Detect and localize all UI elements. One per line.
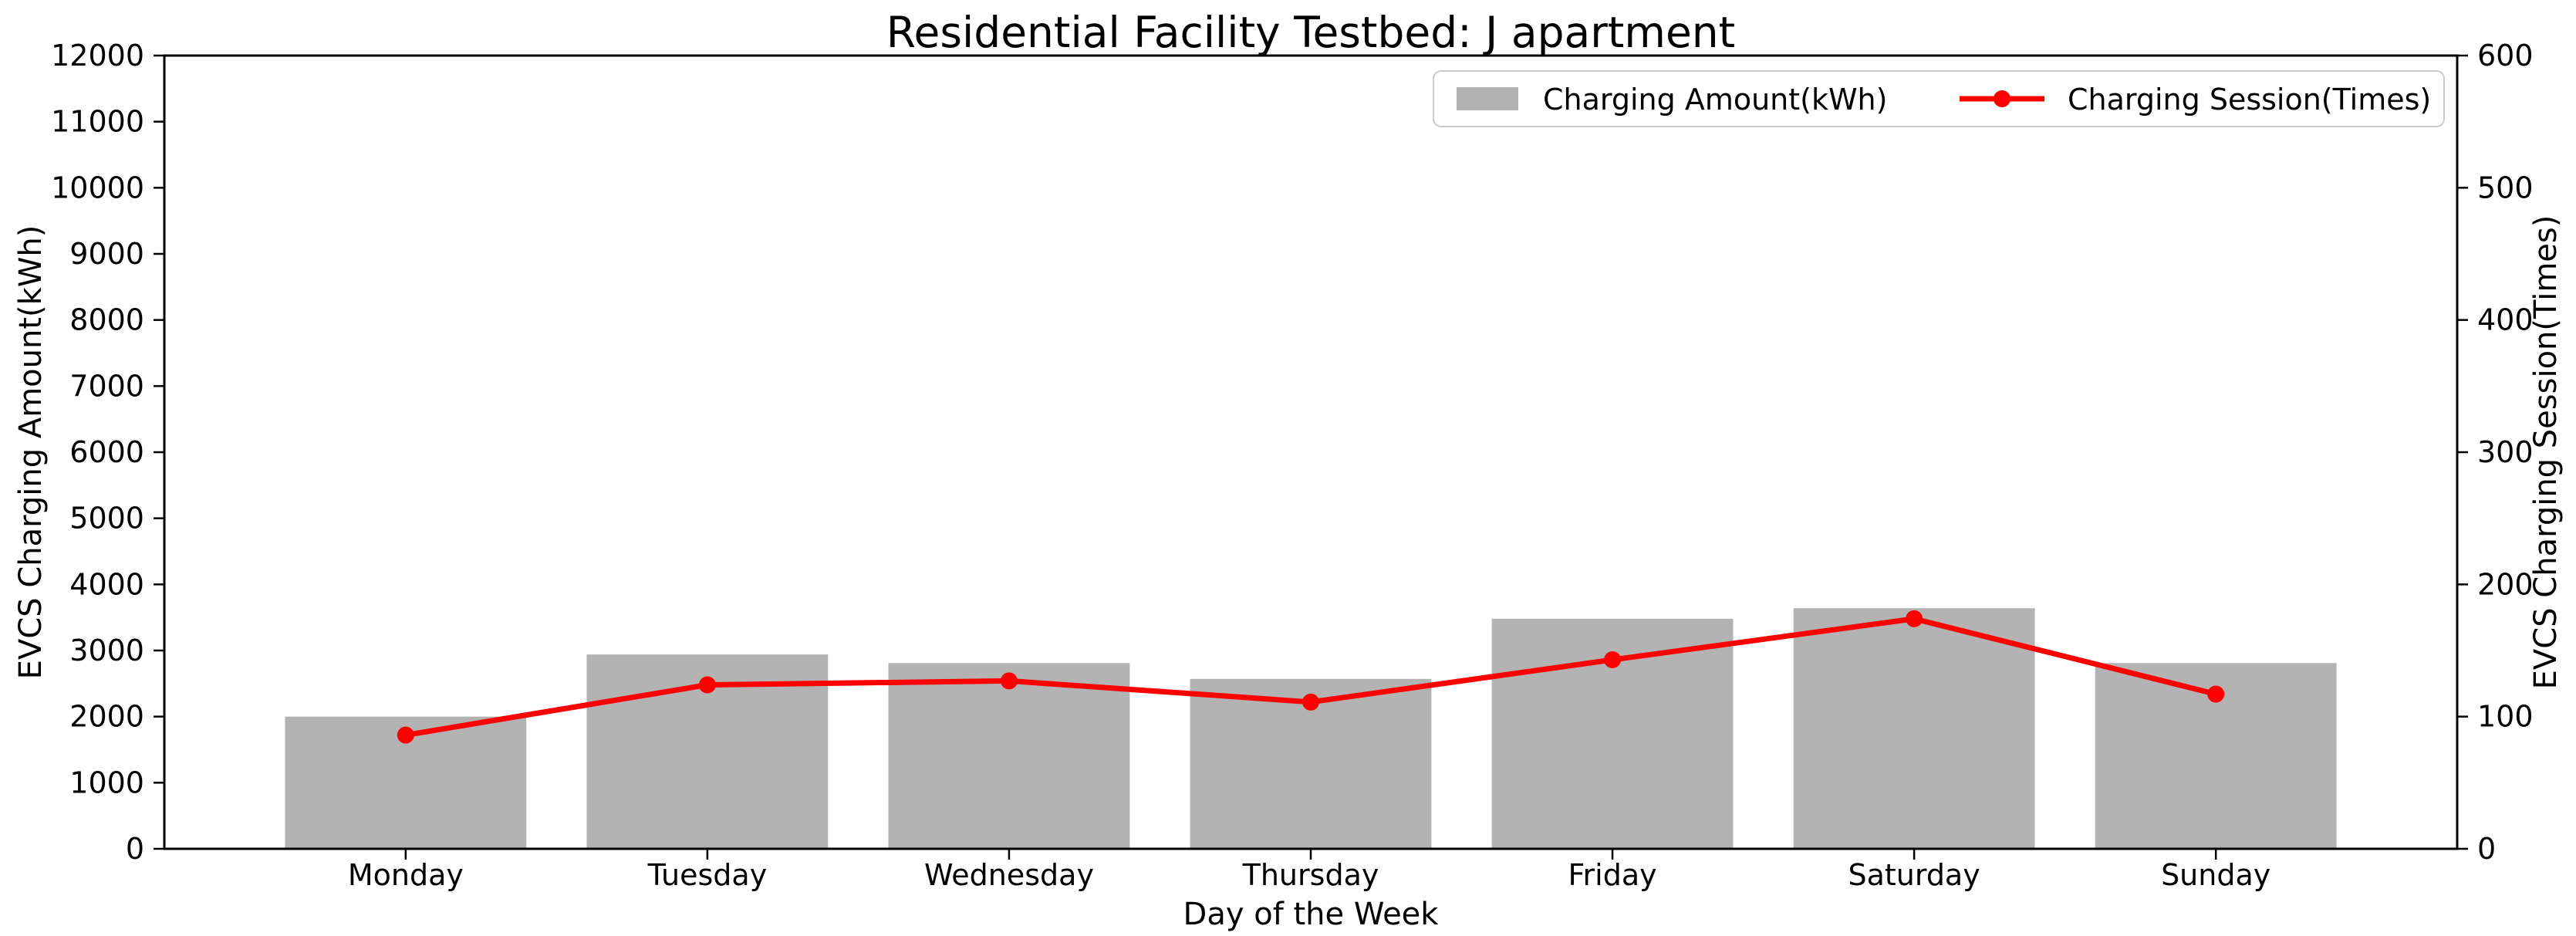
y-right-tick-label-0: 0 (2477, 832, 2496, 866)
y-left-tick-label-11000: 11000 (51, 105, 144, 139)
x-tick-label-monday: Monday (348, 858, 464, 892)
y-left-tick-label-5000: 5000 (69, 502, 144, 536)
legend: Charging Amount(kWh) Charging Session(Tim… (1433, 70, 2445, 127)
point-monday (397, 726, 414, 744)
y-left-tick-label-1000: 1000 (69, 765, 144, 799)
y-axis-right: 0 100 200 300 400 500 600 (2457, 39, 2534, 866)
y-right-tick-label-600: 600 (2477, 39, 2534, 73)
y-right-tick-label-300: 300 (2477, 435, 2534, 469)
point-friday (1604, 650, 1622, 668)
x-tick-label-thursday: Thursday (1242, 858, 1379, 892)
x-tick-label-tuesday: Tuesday (647, 858, 768, 892)
x-axis-label: Day of the Week (1183, 897, 1440, 932)
x-tick-label-friday: Friday (1568, 858, 1656, 892)
point-thursday (1302, 693, 1319, 711)
legend-label-charging-amount: Charging Amount(kWh) (1543, 83, 1887, 117)
y-left-tick-label-7000: 7000 (69, 369, 144, 403)
point-saturday (1906, 610, 1923, 627)
y-left-tick-label-4000: 4000 (69, 567, 144, 601)
point-sunday (2207, 685, 2225, 703)
point-tuesday (698, 676, 716, 694)
point-wednesday (1000, 672, 1018, 690)
legend-box (1433, 70, 2445, 127)
legend-marker-charging-session (1994, 90, 2010, 107)
y-right-tick-label-500: 500 (2477, 171, 2534, 204)
bar-wednesday (888, 663, 1130, 849)
x-tick-label-saturday: Saturday (1848, 858, 1980, 892)
y-right-tick-label-400: 400 (2477, 303, 2534, 337)
chart-title: Residential Facility Testbed: J apartmen… (886, 8, 1735, 57)
y-left-tick-label-9000: 9000 (69, 237, 144, 271)
x-axis: Monday Tuesday Wednesday Thursday Friday Satu… (348, 849, 2270, 892)
y-right-tick-label-100: 100 (2477, 700, 2534, 734)
y-left-tick-label-6000: 6000 (69, 435, 144, 469)
y-left-tick-label-8000: 8000 (69, 303, 144, 337)
legend-swatch-charging-amount (1457, 87, 1518, 110)
y-left-tick-label-12000: 12000 (51, 39, 144, 73)
bar-saturday (1793, 608, 2035, 849)
y-left-tick-label-10000: 10000 (51, 171, 144, 204)
line-series (397, 610, 2225, 744)
y-left-tick-label-0: 0 (126, 832, 144, 866)
y-axis-left-label: EVCS Charging Amount(kWh) (13, 225, 49, 680)
y-right-tick-label-200: 200 (2477, 567, 2534, 601)
x-tick-label-sunday: Sunday (2161, 858, 2270, 892)
y-left-tick-label-2000: 2000 (69, 700, 144, 734)
legend-label-charging-session: Charging Session(Times) (2068, 83, 2431, 117)
bar-series (285, 608, 2337, 849)
y-left-tick-label-3000: 3000 (69, 634, 144, 667)
y-axis-left: 0 1000 2000 3000 4000 5000 6000 7000 8000 9000 100… (51, 39, 164, 866)
x-tick-label-wednesday: Wednesday (924, 858, 1094, 892)
y-axis-right-label: EVCS Charging Session(Times) (2528, 215, 2564, 690)
